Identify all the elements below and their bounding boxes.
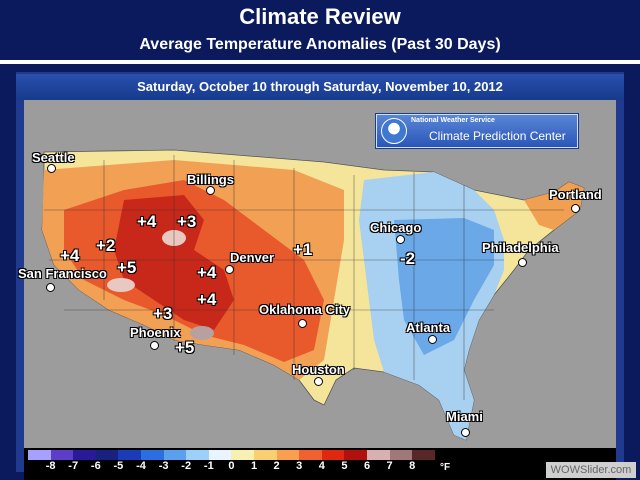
city-dot (518, 258, 527, 267)
anomaly-label: +5 (175, 338, 195, 357)
date-range-banner: Saturday, October 10 through Saturday, N… (16, 74, 624, 100)
city-dot (571, 204, 580, 213)
northeast-warm-region (524, 182, 584, 230)
legend-tick: -5 (113, 460, 124, 472)
legend-tick: 7 (386, 460, 393, 472)
page-subtitle: Average Temperature Anomalies (Past 30 D… (139, 36, 501, 53)
city-dot (396, 235, 405, 244)
legend-swatch (321, 450, 345, 460)
us-anomaly-shading (24, 100, 616, 448)
city-dot (298, 319, 307, 328)
city-dot (47, 164, 56, 173)
legend-swatch (367, 450, 390, 460)
city-dot (428, 335, 437, 344)
anomaly-label: +2 (96, 236, 116, 255)
anomaly-label: -2 (400, 249, 416, 268)
legend-tick: -3 (158, 460, 169, 472)
city-label-seattle: Seattle (32, 150, 75, 165)
anomaly-label: +4 (197, 290, 217, 309)
city-label-denver: Denver (230, 250, 275, 265)
legend-tick: 4 (318, 460, 325, 472)
anomaly-label: +3 (153, 304, 173, 323)
city-dot (150, 341, 159, 350)
legend-swatch (28, 450, 51, 460)
legend-tick: -8 (45, 460, 56, 472)
legend-swatch (276, 450, 300, 460)
legend-tick: 0 (228, 460, 235, 472)
legend-tick: -7 (68, 460, 79, 472)
legend-swatch (254, 450, 277, 460)
legend-swatch (73, 450, 97, 460)
anomaly-label: +4 (60, 246, 80, 265)
legend-swatch (412, 450, 436, 460)
city-label-houston: Houston (292, 362, 345, 377)
legend-swatch (344, 450, 368, 460)
city-label-san-francisco: San Francisco (18, 266, 107, 281)
legend-swatch (389, 450, 413, 460)
title-divider (0, 60, 640, 64)
anomaly-map (24, 100, 616, 448)
legend-tick: 5 (341, 460, 348, 472)
noaa-seal-icon (381, 118, 407, 144)
city-label-philadelphia: Philadelphia (482, 240, 559, 255)
legend-tick: 1 (250, 460, 258, 472)
city-label-billings: Billings (187, 172, 234, 187)
city-label-portland: Portland (549, 187, 602, 202)
legend-tick: 3 (296, 460, 303, 472)
city-dot (46, 283, 55, 292)
logo-line-1: National Weather Service (411, 117, 495, 124)
legend-swatch (95, 450, 119, 460)
city-dot (206, 186, 215, 195)
anomaly-label: +4 (137, 212, 157, 231)
cpc-logo-badge: National Weather Service Climate Predict… (376, 114, 578, 148)
legend-tick: 2 (273, 460, 280, 472)
watermark: WOWSlider.com (546, 462, 636, 478)
legend-swatch (141, 450, 164, 460)
legend-swatch (231, 450, 255, 460)
legend-swatch (118, 450, 142, 460)
anomaly-label: +5 (117, 258, 137, 277)
city-dot (314, 377, 323, 386)
legend-swatch (208, 450, 232, 460)
city-dot (225, 265, 234, 274)
city-label-miami: Miami (446, 409, 483, 424)
page-title: Climate Review (239, 4, 401, 29)
logo-line-2: Climate Prediction Center (429, 129, 566, 143)
legend-swatch (163, 450, 187, 460)
city-label-atlanta: Atlanta (406, 320, 451, 335)
legend-tick: -4 (136, 460, 146, 472)
legend-tick: -2 (181, 460, 192, 472)
anomaly-label: +3 (177, 212, 197, 231)
legend-swatch (186, 450, 210, 460)
legend-tick: 8 (409, 460, 416, 472)
legend-swatch (50, 450, 74, 460)
city-label-oklahoma-city: Oklahoma City (259, 302, 351, 317)
legend-swatch (299, 450, 323, 460)
city-dot (461, 428, 470, 437)
east-colder-region (394, 218, 494, 355)
legend-tick: -1 (203, 460, 214, 472)
legend-unit: °F (440, 462, 451, 473)
anomaly-label: +1 (293, 240, 313, 259)
legend-tick: -6 (90, 460, 101, 472)
anomaly-label: +4 (197, 263, 217, 282)
legend-tick: 6 (363, 460, 371, 472)
city-label-chicago: Chicago (370, 220, 422, 235)
city-label-phoenix: Phoenix (130, 325, 181, 340)
